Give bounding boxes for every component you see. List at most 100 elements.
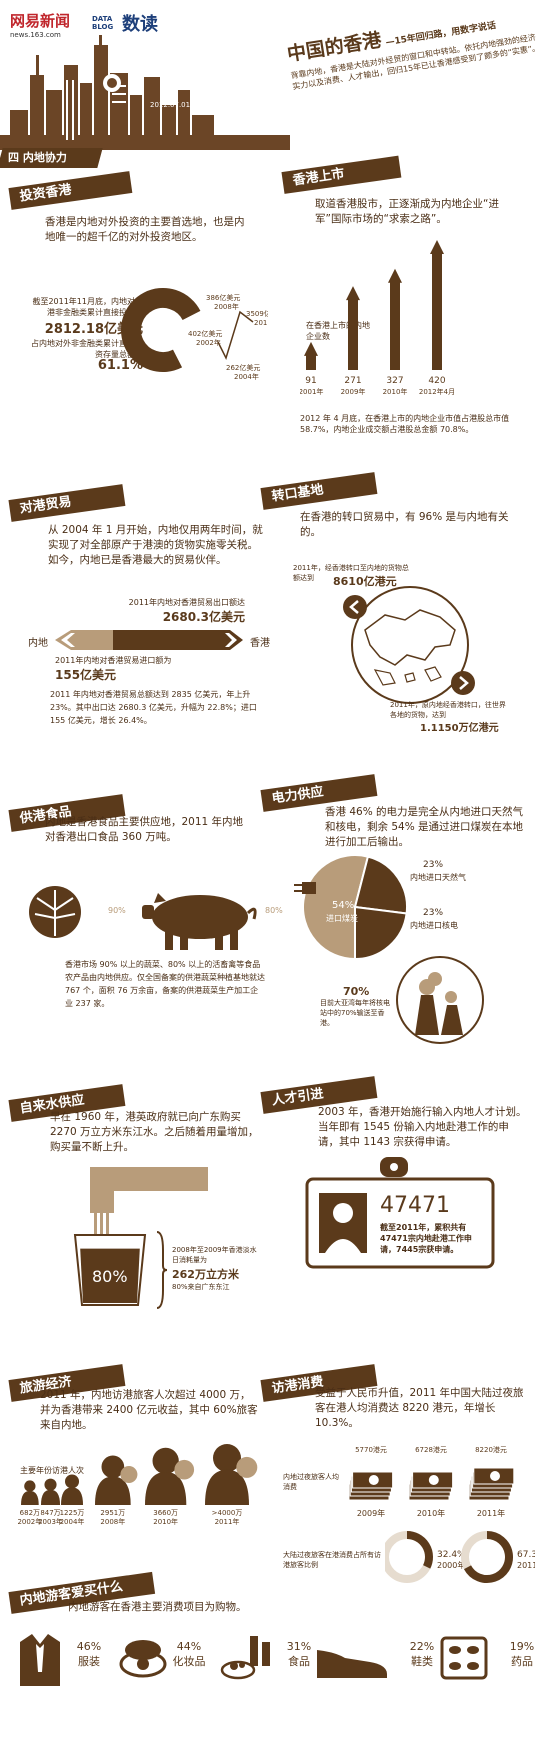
tourism-year-label: 2003年 [38, 1517, 63, 1526]
shopping-item-label: 44% 化妆品 [172, 1640, 206, 1669]
ipo-year-label: 2012年4月 [419, 387, 455, 396]
hongkong-map-graphic [343, 586, 475, 704]
talent-text: 2003 年，香港开始施行输入内地人才计划。当年即有 1545 份输入内地赴港工… [318, 1106, 527, 1148]
entrepot-out-label: 2011年，原内地经香港转口，往世界各地的货物，达到 [390, 701, 506, 719]
trade-arrow-graphic [55, 630, 243, 650]
shopping-pct: 44% [176, 1640, 202, 1653]
share-year-label: 2011年 [517, 1560, 535, 1570]
consume-money-chart: 5770港元 2009年 6728港元 2010年 8220港元 2011年 [348, 1445, 515, 1518]
consume-per-capita-label: 内地过夜旅客人均消费 [283, 1473, 339, 1491]
entrepot-in-label: 2011年，经香港转口至内地的货物总额达到 [293, 564, 409, 582]
water-note-top: 2008年至2009年香港淡水日消耗量为 [172, 1246, 257, 1264]
trade-export-value: 2680.3亿美元 [162, 610, 245, 624]
power-plant-icon [396, 956, 484, 1044]
power-coal-label: 进口煤炭 [326, 914, 358, 923]
entrepot-text: 在香港的转口贸易中，有 96% 是与内地有关的。 [300, 511, 509, 538]
invest-year-label: 2002年 [196, 338, 221, 347]
power-nuclear-pct: 23% [423, 908, 444, 918]
tourism-year-label: 2011年 [215, 1517, 240, 1526]
share-ring-value [406, 1531, 433, 1569]
ipo-value-label: 420 [428, 376, 445, 386]
invest-year-label: 2004年 [234, 372, 259, 381]
power-pie-chart [302, 854, 408, 961]
ipo-note: 2012 年 4 月底，在香港上市的内地企业市值占港股总市值 58.7%，内地企… [300, 414, 510, 434]
banner-ipo: 香港上市 [281, 155, 402, 194]
water-fill-level [80, 1248, 140, 1303]
power-gas-pct: 23% [423, 860, 444, 870]
vegetable-icon [29, 886, 81, 938]
invest-ring [121, 288, 201, 372]
ipo-value-label: 91 [305, 376, 316, 386]
share-ring-value [463, 1531, 513, 1583]
tourism-head-back [174, 1459, 195, 1480]
tourism-year-label: 2002年 [17, 1517, 42, 1526]
ipo-value-label: 271 [344, 376, 361, 386]
consume-coin-mark [368, 1475, 379, 1485]
tourism-value-label: 847万 [40, 1509, 60, 1517]
ipo-text: 取道香港股市，正逐渐成为内地企业“进军”国际市场的“求索之路”。 [315, 198, 499, 225]
shopping-item-label: 19% 药品 [505, 1640, 539, 1669]
entrepot-out-value: 1.1150万亿港元 [420, 723, 499, 734]
power-gas-label: 内地进口天然气 [410, 873, 466, 882]
ipo-value-label: 327 [386, 376, 403, 386]
water-tap-icon [73, 1167, 208, 1306]
shopping-pct: 22% [409, 1640, 435, 1653]
shopping-category: 鞋类 [411, 1655, 433, 1668]
shopping-row: 46% 服装 44% 化妆品 31% 食品 22% 鞋类 19% 药品 [0, 1632, 550, 1707]
share-value-label: 32.4% [437, 1550, 466, 1560]
power-pie-slice [353, 855, 408, 915]
veg-pct: 90% [108, 906, 126, 915]
consume-coin-mark [428, 1475, 439, 1485]
invest-text: 香港是内地对外投资的主要首选地，也是内地唯一的超千亿的对外投资地区。 [45, 216, 245, 243]
tourism-head [152, 1447, 179, 1475]
trade-text: 从 2004 年 1 月开始，内地仅用两年时间，就实现了对全部原产于港澳的货物实… [48, 524, 263, 566]
header-date: 2012.07.01 | 数读 2012 [150, 101, 231, 109]
consume-value-label: 6728港元 [415, 1445, 447, 1454]
banner-invest: 投资香港 [8, 171, 133, 210]
consume-share-label: 大陆过夜旅客在港消费占所有访港旅客比例 [283, 1551, 381, 1569]
shopping-item-label: 31% 食品 [282, 1640, 316, 1669]
tourism-body [205, 1469, 249, 1505]
invest-note-bottom: 占内地对外非金融类累计直接投资存量总额的 [31, 339, 143, 359]
trade-left-label: 内地 [28, 638, 48, 649]
logo-netease: 网易新闻 news.163.com [10, 12, 71, 39]
power-daya-note: 目前大亚湾每年将核电站中的70%输送至香港。 [320, 999, 390, 1027]
ipo-bar [388, 268, 402, 370]
water-value: 262万立方米 [172, 1268, 239, 1281]
consume-value-label: 8220港元 [475, 1445, 507, 1454]
shopping-pct: 19% [509, 1640, 535, 1653]
tourism-body [21, 1490, 39, 1505]
tourism-value-label: 3660万 [153, 1509, 178, 1517]
shopping-text: 内地游客在香港主要消费项目为购物。 [68, 1601, 247, 1613]
suit-icon [20, 1634, 60, 1686]
consume-coin-mark [490, 1471, 500, 1481]
water-text: 早在 1960 年，港英政府就已向广东购买 2270 万立方米东江水。之后随着用… [50, 1111, 259, 1153]
power-nuclear-label: 内地进口核电 [410, 921, 458, 930]
ipo-bar [304, 341, 318, 370]
consume-share-chart: 32.4%2000年 67.32%2011年 [385, 1531, 535, 1583]
section-title: 四 内地协力 [0, 148, 103, 168]
trade-note: 2011 年内地对香港贸易总额达到 2835 亿美元，年上升 23%。其中出口达… [50, 690, 257, 725]
consume-year-label: 2009年 [357, 1508, 385, 1518]
logo-datablog: DATA BLOG 数读 [92, 14, 158, 35]
talent-card-text: 截至2011年，累积共有47471宗内地赴港工作申请，7445宗获申请。 [380, 1223, 472, 1254]
ipo-year-label: 2001年 [300, 387, 323, 396]
tourism-body [41, 1489, 61, 1505]
tourism-value-label: >4000万 [212, 1509, 243, 1517]
invest-value-label: 386亿美元 [206, 293, 240, 302]
tourism-head [44, 1478, 57, 1491]
share-year-label: 2000年 [437, 1560, 465, 1570]
medicine-icon [440, 1636, 488, 1680]
tourism-head-back [120, 1465, 138, 1484]
invest-trend-line [217, 310, 254, 361]
consume-year-label: 2011年 [477, 1508, 505, 1518]
shopping-pct: 31% [286, 1640, 312, 1653]
invest-note-top: 截至2011年11月底，内地对香港非金融类累计直接投资为 [32, 297, 143, 317]
id-card-graphic [305, 1157, 495, 1269]
power-coal-pct: 54% [332, 900, 355, 911]
trade-import-value: 155亿美元 [55, 668, 117, 682]
pig-icon [142, 893, 257, 950]
banner-trade: 对港贸易 [8, 484, 126, 522]
ipo-bar [346, 286, 360, 370]
